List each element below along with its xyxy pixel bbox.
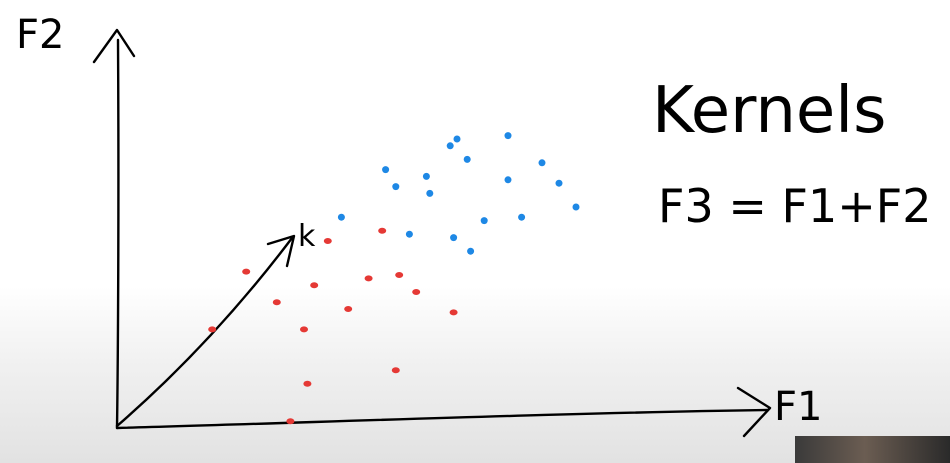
- f2-axis-arrowhead: [92, 28, 136, 64]
- blue-point: [337, 213, 345, 221]
- red-point: [272, 299, 281, 306]
- vector-k-line: [115, 236, 294, 428]
- vector-k-arrowhead: [266, 234, 296, 268]
- red-point: [323, 238, 332, 244]
- f2-axis-label: F2: [16, 12, 64, 58]
- red-point: [395, 272, 404, 278]
- red-point: [208, 326, 217, 333]
- blue-point: [518, 213, 526, 221]
- red-point: [242, 268, 251, 275]
- red-point: [310, 282, 319, 289]
- webcam-overlay: [795, 436, 950, 463]
- red-point: [449, 309, 458, 316]
- red-point: [378, 227, 387, 234]
- blue-point: [392, 183, 400, 191]
- f1-axis-arrowhead: [736, 386, 772, 438]
- red-point: [391, 367, 400, 374]
- blue-point: [555, 179, 563, 187]
- blue-point: [538, 159, 546, 167]
- blue-point: [453, 135, 461, 143]
- blue-point: [504, 176, 512, 184]
- f1-axis-line: [115, 408, 770, 430]
- blue-point: [572, 203, 580, 211]
- kernels-title: Kernels: [652, 74, 886, 148]
- red-point: [344, 306, 353, 312]
- red-point: [286, 418, 295, 425]
- red-point: [300, 326, 308, 333]
- blue-point: [422, 172, 430, 180]
- blue-point: [463, 155, 471, 163]
- blue-point: [504, 132, 512, 140]
- kernel-formula: F3 = F1+F2: [658, 179, 932, 233]
- blue-point: [426, 189, 434, 197]
- data-points: [208, 132, 580, 425]
- blue-point: [382, 166, 390, 174]
- red-point: [303, 380, 312, 387]
- red-point: [412, 289, 421, 295]
- blue-point: [467, 247, 475, 255]
- blue-point: [480, 217, 488, 225]
- red-point: [364, 275, 373, 282]
- blue-point: [405, 230, 413, 238]
- f2-axis-line: [115, 38, 120, 430]
- vector-k-label: k: [298, 219, 316, 254]
- f1-axis-label: F1: [774, 384, 822, 430]
- blue-point: [450, 234, 458, 242]
- blue-point: [446, 142, 454, 150]
